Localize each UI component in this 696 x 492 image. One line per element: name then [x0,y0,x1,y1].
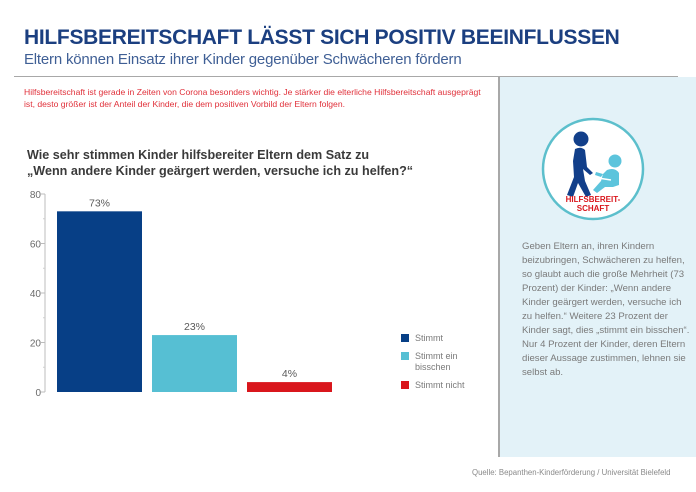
legend-item-stimmt-nicht: Stimmt nicht [401,380,485,391]
intro-text: Hilfsbereitschaft ist gerade in Zeiten v… [24,87,481,109]
legend-swatch [401,381,409,389]
page-title: HILFSBEREITSCHAFT LÄSST SICH POSITIV BEE… [24,26,620,49]
data-labels: 73% 23% 4% [89,197,297,380]
badge-label-line2: SCHAFT [577,204,610,213]
page-subtitle: Eltern können Einsatz ihrer Kinder gegen… [24,51,462,68]
source-note: Quelle: Bepanthen-Kinderförderung / Univ… [472,468,671,477]
hilfsbereitschaft-badge: HILFSBEREIT- SCHAFT [541,117,645,221]
legend-label: Stimmt ein bisschen [415,351,458,372]
data-label: 73% [89,197,110,209]
y-axis: 0 20 40 60 80 [30,190,46,399]
walking-person-icon [567,131,593,197]
y-tick-label: 80 [30,190,42,201]
y-tick-label: 60 [30,240,42,251]
y-tick-label: 0 [35,388,41,399]
bars [57,211,332,392]
legend-label: Stimmt nicht [415,380,465,390]
y-tick-label: 20 [30,339,42,350]
chart-title-line2: „Wenn andere Kinder geärgert werden, ver… [27,164,414,178]
bar-2 [152,335,237,392]
data-label: 4% [282,368,297,380]
legend-swatch [401,352,409,360]
info-panel-text: Geben Eltern an, ihren Kindern beizubrin… [522,241,690,378]
chart-title-line1: Wie sehr stimmen Kinder hilfsbereiter El… [27,148,370,162]
legend-label: Stimmt [415,333,443,343]
panel-divider [498,76,500,457]
chart-legend: Stimmt Stimmt ein bisschen Stimmt nicht [401,333,485,398]
legend-swatch [401,334,409,342]
badge-label-line1: HILFSBEREIT- [566,195,621,204]
bar-3 [247,382,332,392]
legend-item-stimmt: Stimmt [401,333,485,344]
bar-1 [57,211,142,392]
y-tick-label: 40 [30,289,42,300]
chart-title: Wie sehr stimmen Kinder hilfsbereiter El… [27,147,413,179]
bar-chart: 0 20 40 60 80 73% 23% 4% [30,190,332,399]
sitting-child-icon [593,154,622,193]
data-label: 23% [184,321,205,333]
header-divider [14,76,678,77]
legend-item-stimmt-ein-bisschen: Stimmt ein bisschen [401,351,485,373]
